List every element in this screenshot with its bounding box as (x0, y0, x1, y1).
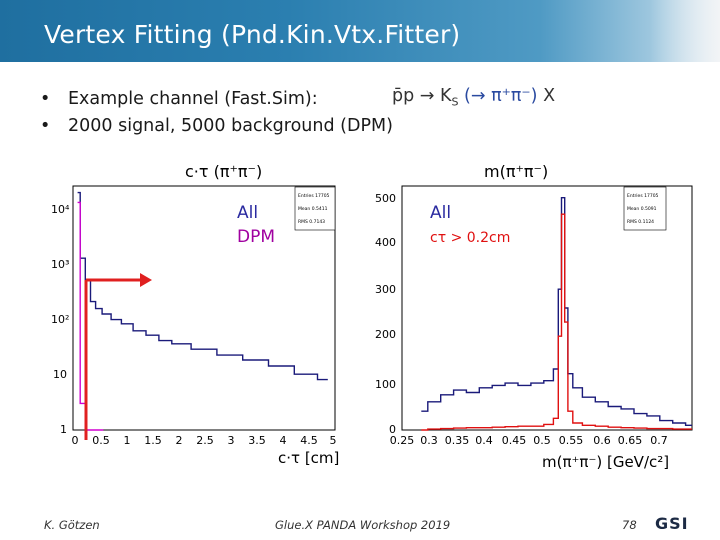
bullet-list: • Example channel (Fast.Sim): • 2000 signa… (40, 86, 393, 140)
bullet-2: • 2000 signal, 5000 background (DPM) (40, 113, 393, 140)
right-xticks: 0.25 0.3 0.35 0.4 0.45 0.5 0.55 0.6 0.65… (390, 434, 668, 447)
reaction-formula: p̄p → KS (→ π⁺π⁻) X (392, 86, 556, 109)
bullet-dot: • (40, 89, 51, 109)
right-xtick: 0.55 (559, 434, 584, 447)
left-ytick-1000: 10³ (51, 258, 69, 271)
right-ytick: 400 (375, 236, 396, 249)
left-stats-mean: Mean 0.5411 (298, 206, 328, 212)
right-stats-rms: RMS 0.1124 (627, 219, 654, 225)
left-xtick: 5 (330, 434, 337, 447)
footer-event: Glue.X PANDA Workshop 2019 (275, 518, 451, 532)
right-xlabel: m(π⁺π⁻) [GeV/c²] (542, 453, 669, 470)
left-plot: Entries 17705 Mean 0.5411 RMS 0.7143 All… (51, 185, 339, 467)
right-xtick: 0.35 (445, 434, 470, 447)
right-xtick: 0.45 (502, 434, 527, 447)
left-xtick: 1.5 (144, 434, 162, 447)
left-ytick-1: 1 (60, 423, 67, 436)
title-bar: Vertex Fitting (Pnd.Kin.Vtx.Fitter) (0, 0, 720, 62)
right-stats-entries: Entries 17705 (627, 193, 659, 199)
left-stats-rms: RMS 0.7143 (298, 219, 325, 225)
right-ytick: 100 (375, 378, 396, 391)
left-ytick-10: 10 (53, 368, 67, 381)
left-series-all (77, 191, 328, 381)
left-xtick: 2.5 (196, 434, 214, 447)
left-xtick: 1 (124, 434, 131, 447)
left-legend-dpm: DPM (237, 227, 275, 247)
cut-arrow (84, 273, 152, 440)
right-plot-title: m(π⁺π⁻) (484, 162, 549, 181)
left-xlabel: c·τ [cm] (278, 449, 339, 467)
left-plot-frame (72, 185, 336, 431)
slide-title: Vertex Fitting (Pnd.Kin.Vtx.Fitter) (44, 20, 461, 49)
footer-author: K. Götzen (44, 518, 100, 532)
left-xtick: 0 (72, 434, 79, 447)
left-xtick: 3.5 (248, 434, 266, 447)
left-xtick: 2 (176, 434, 183, 447)
right-xtick: 0.25 (390, 434, 415, 447)
left-xtick: 4.5 (300, 434, 318, 447)
left-plot-title: c·τ (π⁺π⁻) (185, 162, 263, 181)
left-xticks: 0 0.5 1 1.5 2 2.5 3 3.5 4 4.5 5 (72, 434, 337, 447)
page-number: 78 (622, 518, 637, 532)
right-xtick: 0.7 (650, 434, 668, 447)
left-ytick-100: 10² (51, 313, 69, 326)
left-legend-all: All (237, 203, 258, 223)
left-xtick: 0.5 (92, 434, 110, 447)
title-bar-fade (650, 0, 720, 62)
left-stats-entries: Entries 17705 (298, 193, 330, 199)
bullet-dot: • (40, 116, 51, 136)
left-stats-box: Entries 17705 Mean 0.5411 RMS 0.7143 (294, 186, 336, 231)
right-plot: Entries 17705 Mean 0.5091 RMS 0.1124 All… (375, 185, 693, 470)
right-stats-mean: Mean 0.5091 (627, 206, 657, 212)
left-ytick-10000: 10⁴ (51, 203, 70, 216)
right-xtick: 0.5 (533, 434, 551, 447)
right-xtick: 0.6 (593, 434, 611, 447)
right-stats-box: Entries 17705 Mean 0.5091 RMS 0.1124 (623, 186, 667, 231)
right-series-cut (421, 213, 692, 431)
right-xtick: 0.3 (420, 434, 438, 447)
right-ytick: 300 (375, 283, 396, 296)
right-xtick: 0.65 (618, 434, 643, 447)
right-legend-all: All (430, 203, 451, 223)
left-xtick: 3 (228, 434, 235, 447)
bullet-1: • Example channel (Fast.Sim): (40, 86, 393, 113)
left-xtick: 4 (280, 434, 287, 447)
right-ytick: 200 (375, 328, 396, 341)
right-legend-cut: cτ > 0.2cm (430, 230, 510, 246)
right-ytick: 0 (389, 423, 396, 436)
right-xtick: 0.4 (475, 434, 493, 447)
right-ytick: 500 (375, 192, 396, 205)
right-yticks: 0 100 200 300 400 500 (375, 192, 396, 436)
gsi-logo: GSI (655, 514, 689, 533)
